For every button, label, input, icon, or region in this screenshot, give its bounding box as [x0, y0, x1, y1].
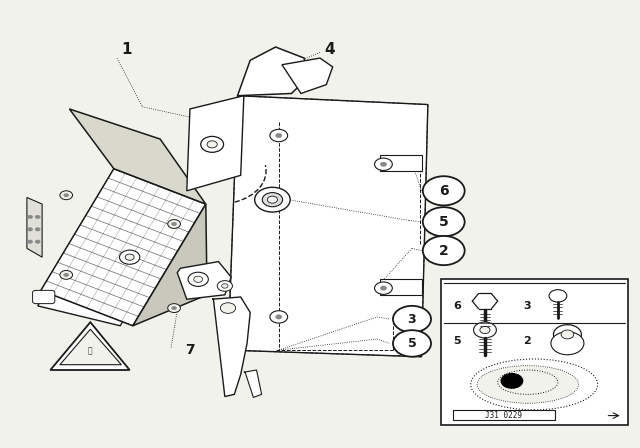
Bar [453, 410, 555, 420]
Circle shape [207, 141, 217, 148]
Text: 1: 1 [121, 42, 132, 57]
Circle shape [60, 191, 72, 200]
Circle shape [268, 196, 278, 203]
Circle shape [561, 330, 574, 339]
Ellipse shape [477, 366, 579, 403]
Circle shape [172, 306, 177, 310]
Circle shape [393, 330, 431, 357]
Text: 6: 6 [439, 184, 449, 198]
Circle shape [125, 254, 134, 260]
Bar [440, 279, 628, 425]
Circle shape [64, 273, 68, 277]
Circle shape [221, 284, 228, 288]
Polygon shape [282, 58, 333, 94]
Circle shape [474, 322, 497, 338]
Circle shape [374, 158, 392, 171]
Circle shape [380, 286, 387, 290]
Text: 4: 4 [324, 42, 335, 57]
Circle shape [64, 194, 68, 197]
Circle shape [276, 314, 282, 319]
Circle shape [28, 215, 33, 219]
Circle shape [168, 220, 180, 228]
Circle shape [554, 325, 581, 344]
Circle shape [172, 222, 177, 226]
Circle shape [35, 228, 40, 231]
Polygon shape [244, 370, 262, 397]
Circle shape [194, 276, 203, 282]
Text: 2: 2 [439, 244, 449, 258]
Text: ✋: ✋ [88, 346, 92, 355]
Circle shape [549, 290, 567, 302]
Circle shape [270, 129, 287, 142]
Polygon shape [237, 47, 307, 96]
Circle shape [28, 228, 33, 231]
Circle shape [380, 162, 387, 167]
Polygon shape [187, 96, 244, 191]
Polygon shape [69, 109, 206, 204]
Circle shape [201, 136, 223, 152]
Polygon shape [228, 96, 428, 357]
FancyBboxPatch shape [33, 290, 55, 304]
Circle shape [374, 282, 392, 294]
Text: 2: 2 [523, 336, 531, 345]
Circle shape [188, 272, 209, 286]
Circle shape [255, 187, 290, 212]
Circle shape [120, 250, 140, 264]
Text: 5: 5 [453, 336, 461, 345]
Polygon shape [380, 279, 422, 295]
Circle shape [35, 240, 40, 243]
Circle shape [276, 134, 282, 138]
Ellipse shape [470, 359, 598, 410]
Text: 3: 3 [523, 301, 531, 310]
Polygon shape [41, 169, 206, 326]
Circle shape [168, 304, 180, 313]
Circle shape [500, 373, 524, 389]
Circle shape [393, 306, 431, 332]
Circle shape [220, 303, 236, 313]
Circle shape [480, 327, 490, 334]
Circle shape [262, 193, 283, 207]
Text: J31 0229: J31 0229 [486, 411, 522, 420]
Circle shape [551, 332, 584, 355]
Polygon shape [51, 322, 130, 370]
Circle shape [423, 207, 465, 237]
Polygon shape [212, 297, 250, 396]
Polygon shape [38, 182, 196, 326]
Circle shape [60, 271, 72, 279]
Circle shape [423, 176, 465, 206]
Polygon shape [60, 329, 122, 365]
Text: 5: 5 [439, 215, 449, 229]
Circle shape [28, 240, 33, 243]
Circle shape [35, 215, 40, 219]
Circle shape [270, 311, 287, 323]
Circle shape [217, 280, 232, 291]
Ellipse shape [498, 370, 558, 394]
Text: 7: 7 [185, 343, 195, 357]
Polygon shape [27, 198, 42, 257]
Polygon shape [380, 155, 422, 171]
Circle shape [423, 236, 465, 265]
Text: 5: 5 [408, 337, 417, 350]
Text: 6: 6 [453, 301, 461, 310]
Text: 3: 3 [408, 313, 416, 326]
Polygon shape [133, 204, 207, 326]
Polygon shape [177, 262, 231, 299]
